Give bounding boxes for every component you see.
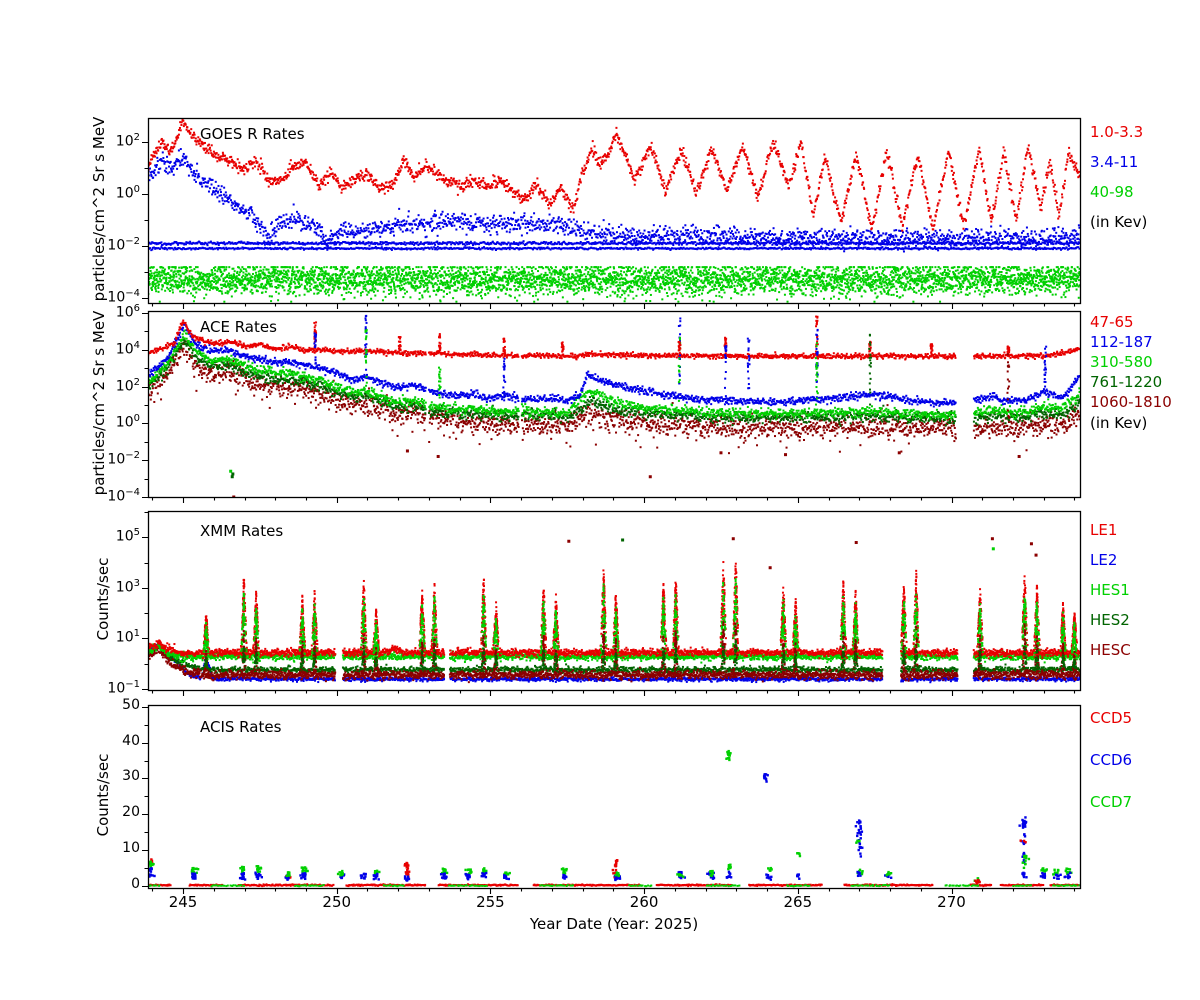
y-tick-label: 10−1 [107,678,140,697]
y-tick-label: 10−4 [107,287,140,306]
legend-item-xmm-le2: LE2 [1090,551,1118,569]
y-tick-label: 102 [115,131,140,150]
legend-item-acis-ccd6: CCD6 [1090,751,1133,769]
legend-item-ace-310-580: 310-580 [1090,353,1153,371]
y-tick-label: 106 [115,302,140,321]
legend-item-ace-47-65: 47-65 [1090,313,1134,331]
legend-item-xmm-hes1: HES1 [1090,581,1130,599]
y-tick-label: 10−2 [107,450,140,468]
legend-item-ace-1060-1810: 1060-1810 [1090,393,1172,411]
legend-item-ace--in-kev-: (in Kev) [1090,414,1148,432]
legend-item-acis-ccd7: CCD7 [1090,793,1133,811]
y-tick-label: 101 [115,628,140,646]
y-tick-label: 100 [115,413,140,431]
panel-title-xmm: XMM Rates [200,522,284,540]
y-tick-label: 10−2 [107,235,140,254]
y-tick-label: 102 [115,376,140,395]
y-tick-label: 103 [115,577,140,596]
x-tick-label: 260 [629,893,659,911]
y-tick-label: 100 [115,183,140,202]
y-tick-label: 105 [115,527,140,546]
x-tick-label: 270 [937,893,966,911]
x-tick-label: 255 [476,893,505,911]
legend-item-ace-761-1220: 761-1220 [1090,373,1163,391]
x-tick-label: 245 [168,893,198,911]
legend-item-goes-1-0-3-3: 1.0-3.3 [1090,123,1144,141]
legend-item-acis-ccd5: CCD5 [1090,709,1133,727]
x-axis-label: Year Date (Year: 2025) [529,915,699,933]
x-tick-label: 265 [783,893,813,911]
legend-item-goes--in-kev-: (in Kev) [1090,213,1148,231]
panel-title-goes: GOES R Rates [200,125,305,143]
legend-item-xmm-le1: LE1 [1090,521,1118,539]
y-tick-label: 40 [122,732,140,749]
panel-title-acis: ACIS Rates [200,718,282,736]
legend-item-goes-40-98: 40-98 [1090,183,1134,201]
y-tick-label: 20 [122,804,140,821]
x-tick-label: 250 [322,893,352,911]
legend-item-goes-3-4-11: 3.4-11 [1090,153,1139,171]
y-tick-label: 0 [131,876,140,893]
panel-title-ace: ACE Rates [200,318,277,336]
y-tick-label: 30 [122,768,140,785]
legend-item-xmm-hes2: HES2 [1090,611,1130,629]
y-tick-label: 10−4 [107,487,140,505]
legend-item-ace-112-187: 112-187 [1090,333,1153,351]
y-tick-label: 10 [122,840,140,857]
y-tick-label: 50 [122,696,140,713]
y-tick-label: 104 [115,339,140,358]
legend-item-xmm-hesc: HESC [1090,641,1131,659]
